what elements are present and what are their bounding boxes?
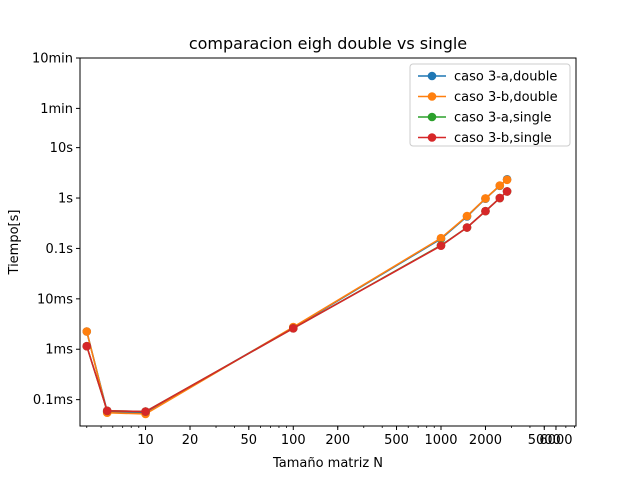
series-3-point-2 bbox=[141, 407, 150, 416]
y-tick-label-4: 1s bbox=[58, 192, 73, 207]
y-tick-label-7: 10min bbox=[32, 52, 73, 67]
y-tick-label-2: 10ms bbox=[37, 292, 73, 307]
x-tick-label-5: 500 bbox=[384, 433, 409, 448]
series-1-point-0 bbox=[82, 327, 92, 336]
legend-entry-2: caso 3-a,single bbox=[454, 111, 552, 126]
y-tick-label-5: 10s bbox=[50, 141, 74, 156]
y-tick-label-0: 0.1ms bbox=[33, 393, 73, 408]
legend-entry-1: caso 3-b,double bbox=[454, 90, 558, 105]
series-1-point-4 bbox=[436, 233, 446, 243]
y-tick-label-6: 1min bbox=[40, 102, 73, 117]
series-1-point-5 bbox=[462, 211, 472, 221]
series-1-point-8 bbox=[502, 175, 512, 185]
series-1-point-6 bbox=[481, 194, 490, 203]
series-3-point-0 bbox=[82, 341, 92, 351]
y-axis-label: Tiempo[s] bbox=[7, 210, 22, 276]
x-tick-label-3: 100 bbox=[281, 433, 306, 448]
x-tick-label-7: 2000 bbox=[469, 433, 502, 448]
y-tick-label-1: 1ms bbox=[45, 343, 73, 358]
axes-frame bbox=[79, 57, 577, 427]
legend-marker-2 bbox=[427, 112, 437, 122]
series-3-point-8 bbox=[502, 187, 512, 196]
x-tick-label-0: 10 bbox=[137, 433, 154, 448]
series-3 bbox=[82, 187, 512, 416]
series-3-point-6 bbox=[481, 206, 490, 216]
legend-marker-1 bbox=[427, 92, 437, 101]
x-tick-label-4: 200 bbox=[325, 433, 350, 448]
legend-entry-3: caso 3-b,single bbox=[454, 131, 552, 146]
series-3-point-5 bbox=[462, 223, 472, 232]
series-3-point-1 bbox=[102, 406, 112, 416]
legend-marker-3 bbox=[427, 133, 437, 142]
series-1-point-7 bbox=[495, 181, 505, 190]
y-axis: 0.1ms 1ms 10ms 0.1s 1s 10s 1min 10min bbox=[32, 52, 80, 408]
series-3-point-3 bbox=[288, 324, 298, 333]
legend-entry-0: caso 3-a,double bbox=[454, 70, 557, 85]
x-tick-label-8: 5000 bbox=[528, 433, 561, 448]
series-3-point-7 bbox=[495, 193, 505, 203]
legend-box bbox=[409, 63, 571, 147]
y-tick-label-3: 0.1s bbox=[46, 242, 74, 257]
legend: caso 3-a,double caso 3-b,double caso 3-a,s… bbox=[409, 63, 571, 147]
chart-title: comparacion eigh double vs single bbox=[189, 34, 467, 53]
x-axis-label: Tamaño matriz N bbox=[272, 456, 383, 471]
x-tick-label-9: 6000 bbox=[539, 433, 572, 448]
x-tick-label-1: 20 bbox=[182, 433, 199, 448]
x-tick-label-2: 50 bbox=[241, 433, 258, 448]
plot-area bbox=[82, 175, 512, 419]
x-tick-label-6: 1000 bbox=[424, 433, 457, 448]
legend-marker-0 bbox=[427, 71, 437, 81]
series-3-point-4 bbox=[436, 241, 446, 251]
